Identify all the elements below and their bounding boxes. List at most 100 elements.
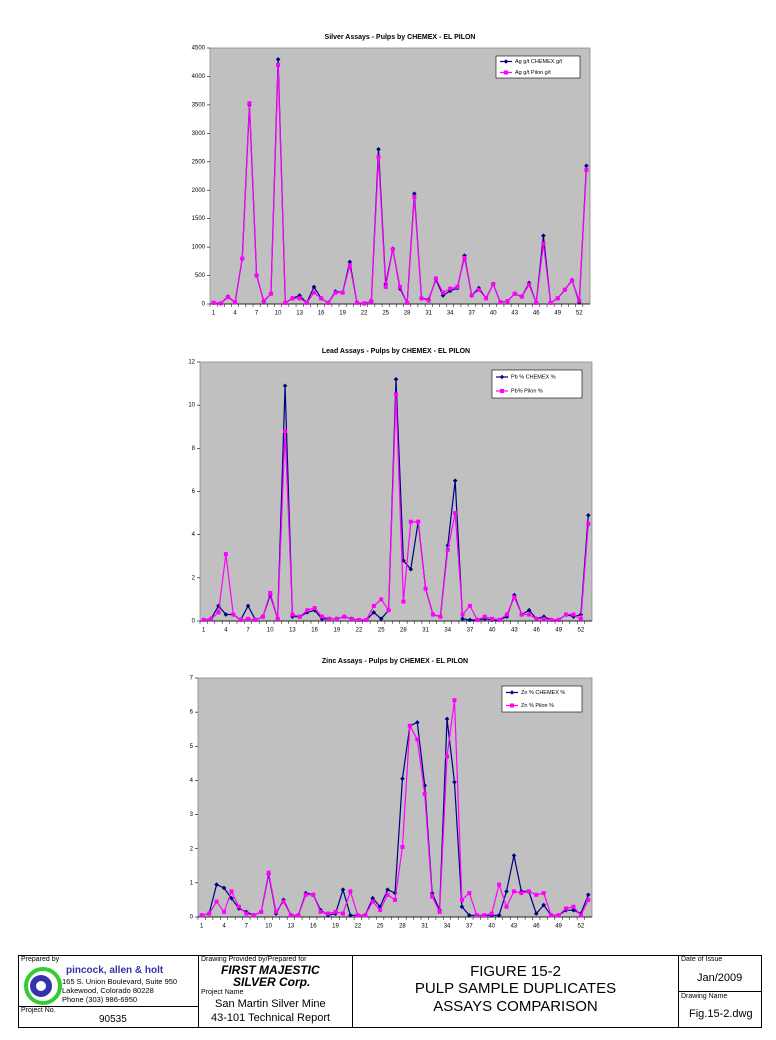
y-tick-label: 4500 — [192, 46, 206, 52]
x-tick-label: 34 — [444, 924, 451, 930]
marker — [527, 612, 532, 617]
marker — [497, 617, 502, 622]
marker — [519, 891, 524, 896]
marker — [484, 296, 489, 301]
marker — [405, 300, 410, 305]
marker — [275, 57, 281, 62]
x-tick-label: 10 — [265, 924, 272, 930]
marker — [578, 913, 583, 918]
marker — [586, 512, 591, 518]
y-tick-label: 5 — [190, 744, 194, 750]
marker — [412, 195, 417, 200]
legend-label: Ag g/t Pilon g/t — [515, 70, 551, 76]
marker — [229, 895, 234, 901]
x-tick-label: 31 — [421, 924, 428, 930]
y-tick-label: 0 — [190, 915, 194, 921]
marker — [497, 882, 502, 887]
x-tick-label: 28 — [404, 311, 411, 317]
marker — [238, 617, 243, 622]
marker — [586, 897, 591, 902]
y-tick-label: 6 — [190, 710, 194, 716]
label: Project No. — [21, 1007, 56, 1014]
marker — [221, 885, 227, 891]
marker — [305, 608, 310, 613]
label: Drawing Name — [681, 993, 728, 1000]
marker — [549, 913, 554, 918]
marker — [459, 904, 465, 910]
marker — [259, 909, 264, 914]
marker — [549, 617, 554, 622]
marker — [526, 607, 532, 613]
marker — [254, 273, 259, 278]
marker — [460, 616, 465, 622]
marker — [534, 892, 539, 897]
x-tick-label: 31 — [425, 311, 432, 317]
marker — [296, 913, 301, 918]
y-tick-label: 2500 — [192, 159, 206, 165]
marker — [526, 889, 531, 894]
marker — [408, 519, 413, 524]
marker — [383, 284, 388, 289]
marker — [452, 478, 458, 484]
marker — [519, 612, 524, 617]
marker — [430, 612, 435, 617]
marker — [467, 912, 472, 918]
x-tick-label: 4 — [233, 311, 237, 317]
marker — [512, 291, 517, 296]
marker — [448, 286, 453, 291]
marker — [571, 907, 576, 913]
marker — [475, 617, 480, 622]
marker — [214, 899, 219, 904]
marker — [533, 911, 539, 916]
y-tick-label: 0 — [202, 302, 206, 308]
marker — [214, 882, 219, 887]
marker — [462, 253, 467, 258]
marker — [556, 617, 561, 622]
legend-label: Ag g/t CHEMEX g/t — [515, 59, 563, 65]
marker — [423, 586, 428, 591]
y-tick-label: 0 — [192, 619, 196, 625]
marker — [584, 163, 589, 169]
y-tick-label: 6 — [192, 489, 196, 495]
marker — [445, 547, 450, 552]
marker — [386, 608, 391, 613]
marker — [354, 300, 359, 305]
legend — [491, 369, 583, 399]
x-tick-label: 4 — [224, 628, 228, 634]
marker — [500, 389, 504, 393]
marker — [438, 614, 443, 619]
client-box: Drawing Provided by/Prepared for FIRST M… — [198, 955, 353, 1028]
y-tick-label: 8 — [192, 446, 196, 452]
marker — [393, 376, 399, 382]
plot-area — [197, 677, 593, 918]
marker — [489, 911, 494, 916]
marker — [462, 255, 467, 260]
x-tick-label: 4 — [222, 924, 226, 930]
marker — [571, 612, 576, 617]
x-tick-label: 1 — [200, 924, 204, 930]
x-tick-label: 40 — [488, 924, 495, 930]
marker — [385, 892, 390, 897]
x-tick-label: 16 — [318, 311, 325, 317]
marker — [236, 904, 241, 909]
marker — [275, 616, 280, 621]
marker — [534, 616, 539, 621]
marker — [455, 284, 460, 289]
x-tick-label: 16 — [310, 924, 317, 930]
marker — [362, 301, 367, 306]
marker — [240, 256, 245, 261]
x-tick-label: 28 — [399, 924, 406, 930]
marker — [319, 296, 324, 301]
y-tick-label: 2000 — [192, 188, 206, 194]
client: SILVER Corp. — [233, 975, 311, 989]
logo — [24, 967, 62, 1005]
figure-box: FIGURE 15-2 PULP SAMPLE DUPLICATES ASSAY… — [352, 955, 679, 1028]
marker — [222, 909, 227, 914]
marker — [283, 429, 288, 434]
x-tick-label: 25 — [377, 924, 384, 930]
marker — [297, 296, 302, 301]
marker — [281, 899, 286, 904]
label: Date of Issue — [681, 956, 723, 963]
marker — [290, 614, 295, 619]
